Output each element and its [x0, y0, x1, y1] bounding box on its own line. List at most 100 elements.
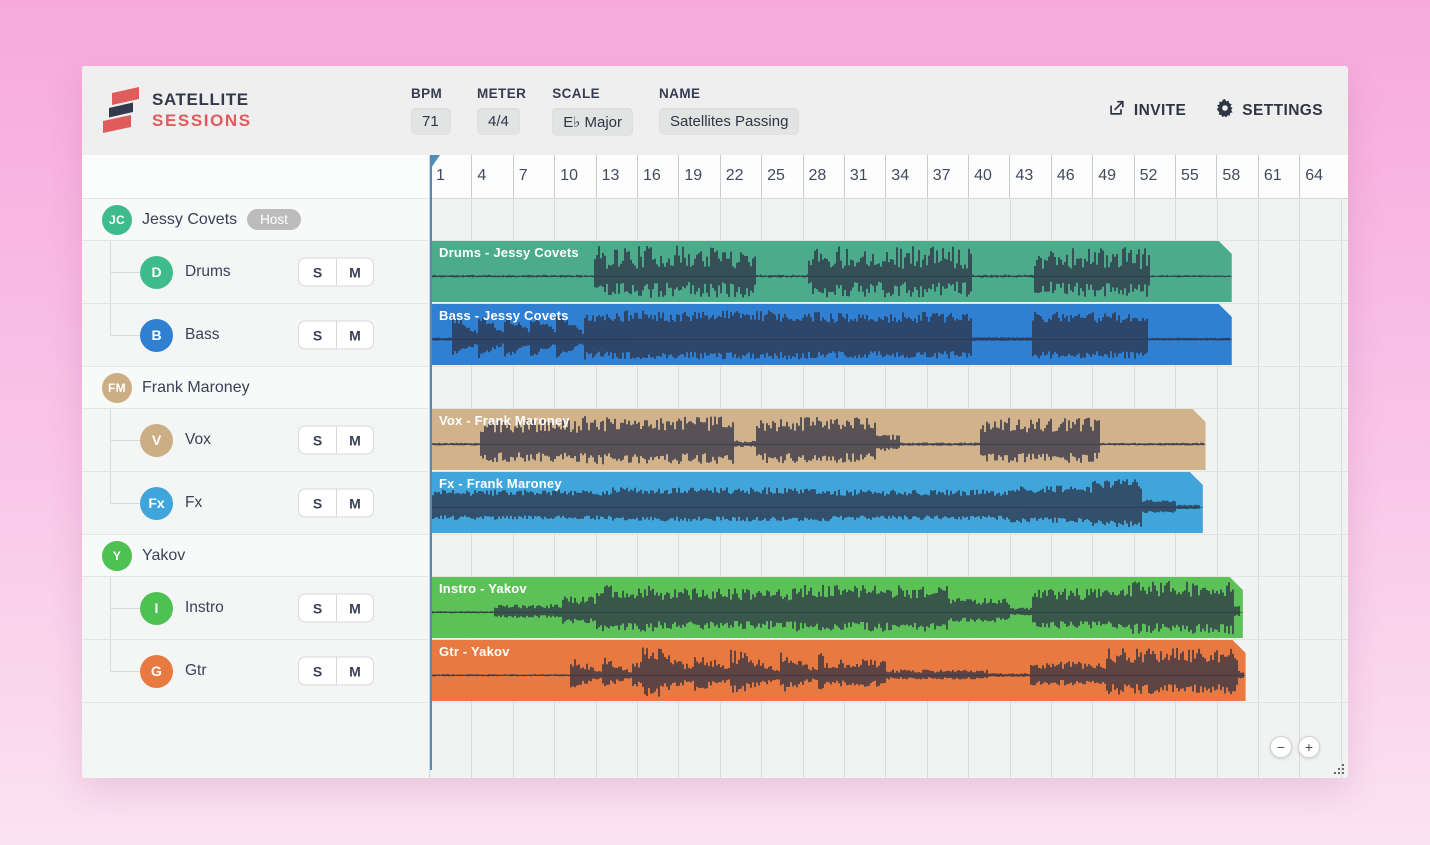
timeline-track-row: Drums - Jessy Covets: [430, 241, 1348, 304]
mute-button[interactable]: M: [336, 426, 373, 454]
audio-clip-instro[interactable]: Instro - Yakov: [430, 577, 1243, 638]
tree-connector-horizontal: [110, 671, 140, 672]
ruler-bar-number: 13: [595, 155, 637, 198]
sidebar-ruler-spacer: [82, 155, 429, 199]
mute-button[interactable]: M: [336, 321, 373, 349]
field-value-bpm[interactable]: 71: [411, 107, 451, 135]
ruler-bar-number: 4: [471, 155, 512, 198]
tree-connector-vertical: [110, 640, 111, 671]
brand-text: SATELLITE SESSIONS: [152, 90, 252, 131]
ruler-bar-number: 55: [1175, 155, 1216, 198]
ruler-bar-number: 46: [1050, 155, 1092, 198]
mute-button[interactable]: M: [336, 258, 373, 286]
waveform: [430, 577, 1243, 638]
track-row-fx: Fx Fx S M: [82, 472, 429, 535]
playhead[interactable]: [430, 155, 440, 770]
ruler-bar-number: 25: [761, 155, 802, 198]
tree-connector-vertical: [110, 472, 111, 503]
gridline: [1258, 199, 1259, 778]
timeline-rows: Drums - Jessy Covets Bass - Jessy Covets V…: [430, 199, 1348, 703]
app-header: SATELLITE SESSIONS BPM 71 METER 4/4 SCALE E♭ …: [82, 66, 1348, 155]
ruler-bar-number: 64: [1299, 155, 1340, 198]
playhead-flag-icon: [431, 155, 440, 168]
header-actions: INVITE SETTINGS: [1107, 66, 1323, 155]
resize-grip-icon[interactable]: [1332, 762, 1345, 775]
solo-button[interactable]: S: [312, 264, 323, 280]
clip-label: Fx - Frank Maroney: [439, 476, 562, 491]
participant-row: FM Frank Maroney: [82, 367, 429, 409]
field-value-meter[interactable]: 4/4: [477, 107, 520, 135]
audio-clip-bass[interactable]: Bass - Jessy Covets: [430, 304, 1232, 365]
zoom-controls: − +: [1270, 736, 1320, 758]
track-row-drums: D Drums S M: [82, 241, 429, 304]
main-area: JC Jessy Covets Host D Drums S M B Bass S M FM Frank…: [82, 155, 1348, 778]
track-icon-vox: V: [140, 423, 173, 457]
audio-clip-fx[interactable]: Fx - Frank Maroney: [430, 472, 1203, 533]
audio-clip-vox[interactable]: Vox - Frank Maroney: [430, 409, 1206, 470]
avatar: Y: [102, 540, 132, 571]
track-row-vox: V Vox S M: [82, 409, 429, 472]
tree-connector-horizontal: [110, 503, 140, 504]
timeline-track-row: Gtr - Yakov: [430, 640, 1348, 703]
app-window: SATELLITE SESSIONS BPM 71 METER 4/4 SCALE E♭ …: [82, 66, 1348, 778]
timeline-ruler[interactable]: 1 4 7 10 13 16 19 22 25 28 31 34 37 40 43 46 49 52 55 58 61 6…: [430, 155, 1348, 199]
settings-button[interactable]: SETTINGS: [1216, 99, 1323, 122]
ruler-bar-number: 7: [512, 155, 554, 198]
ruler-bar-number: 10: [554, 155, 595, 198]
audio-clip-drums[interactable]: Drums - Jessy Covets: [430, 241, 1232, 302]
track-row-bass: B Bass S M: [82, 304, 429, 367]
field-value-scale[interactable]: E♭ Major: [552, 107, 634, 136]
ruler-bar-number: 61: [1257, 155, 1299, 198]
timeline-track-row: Instro - Yakov: [430, 577, 1348, 640]
brand-line-2: SESSIONS: [152, 111, 252, 130]
track-name: Bass: [185, 326, 220, 343]
field-label: NAME: [659, 85, 701, 101]
field-value-name[interactable]: Satellites Passing: [659, 107, 800, 135]
timeline-participant-row: [430, 199, 1348, 241]
mute-button[interactable]: M: [336, 489, 373, 517]
invite-button[interactable]: INVITE: [1107, 99, 1186, 122]
tree-connector-horizontal: [110, 440, 140, 441]
solo-button[interactable]: S: [312, 663, 323, 679]
timeline-participant-row: [430, 367, 1348, 409]
ruler-bar-number: 43: [1009, 155, 1050, 198]
gridline: [1299, 199, 1301, 778]
satellite-sessions-logo-icon: [103, 87, 139, 133]
zoom-out-button[interactable]: −: [1270, 736, 1292, 758]
clip-label: Drums - Jessy Covets: [439, 245, 579, 260]
track-name: Fx: [185, 494, 203, 511]
sidebar-filler: [82, 703, 429, 778]
zoom-in-button[interactable]: +: [1298, 736, 1320, 758]
mute-button[interactable]: M: [336, 594, 373, 622]
audio-clip-gtr[interactable]: Gtr - Yakov: [430, 640, 1246, 701]
zoom-out-glyph: −: [1276, 738, 1286, 755]
settings-label: SETTINGS: [1242, 101, 1323, 119]
timeline-area: 1 4 7 10 13 16 19 22 25 28 31 34 37 40 43 46 49 52 55 58 61 6…: [430, 155, 1348, 778]
gridline: [1216, 199, 1218, 778]
session-field-scale: SCALE E♭ Major: [552, 85, 634, 136]
participant-row: Y Yakov: [82, 535, 429, 577]
solo-button[interactable]: S: [312, 495, 323, 511]
solo-button[interactable]: S: [312, 327, 323, 343]
track-icon-bass: B: [140, 318, 173, 352]
avatar: FM: [102, 372, 132, 403]
session-field-name: NAME Satellites Passing: [659, 85, 800, 135]
track-sidebar: JC Jessy Covets Host D Drums S M B Bass S M FM Frank…: [82, 155, 430, 778]
solo-button[interactable]: S: [312, 600, 323, 616]
field-label: SCALE: [552, 85, 601, 101]
session-field-meter: METER 4/4: [477, 86, 526, 135]
invite-label: INVITE: [1133, 101, 1187, 119]
gear-icon: [1216, 99, 1234, 122]
solo-button[interactable]: S: [312, 432, 323, 448]
track-name: Drums: [185, 263, 231, 280]
mute-button[interactable]: M: [336, 657, 373, 685]
tree-connector-vertical: [110, 304, 111, 335]
track-row-instro: I Instro S M: [82, 577, 429, 640]
field-label: METER: [477, 85, 527, 101]
tree-connector-horizontal: [110, 335, 140, 336]
